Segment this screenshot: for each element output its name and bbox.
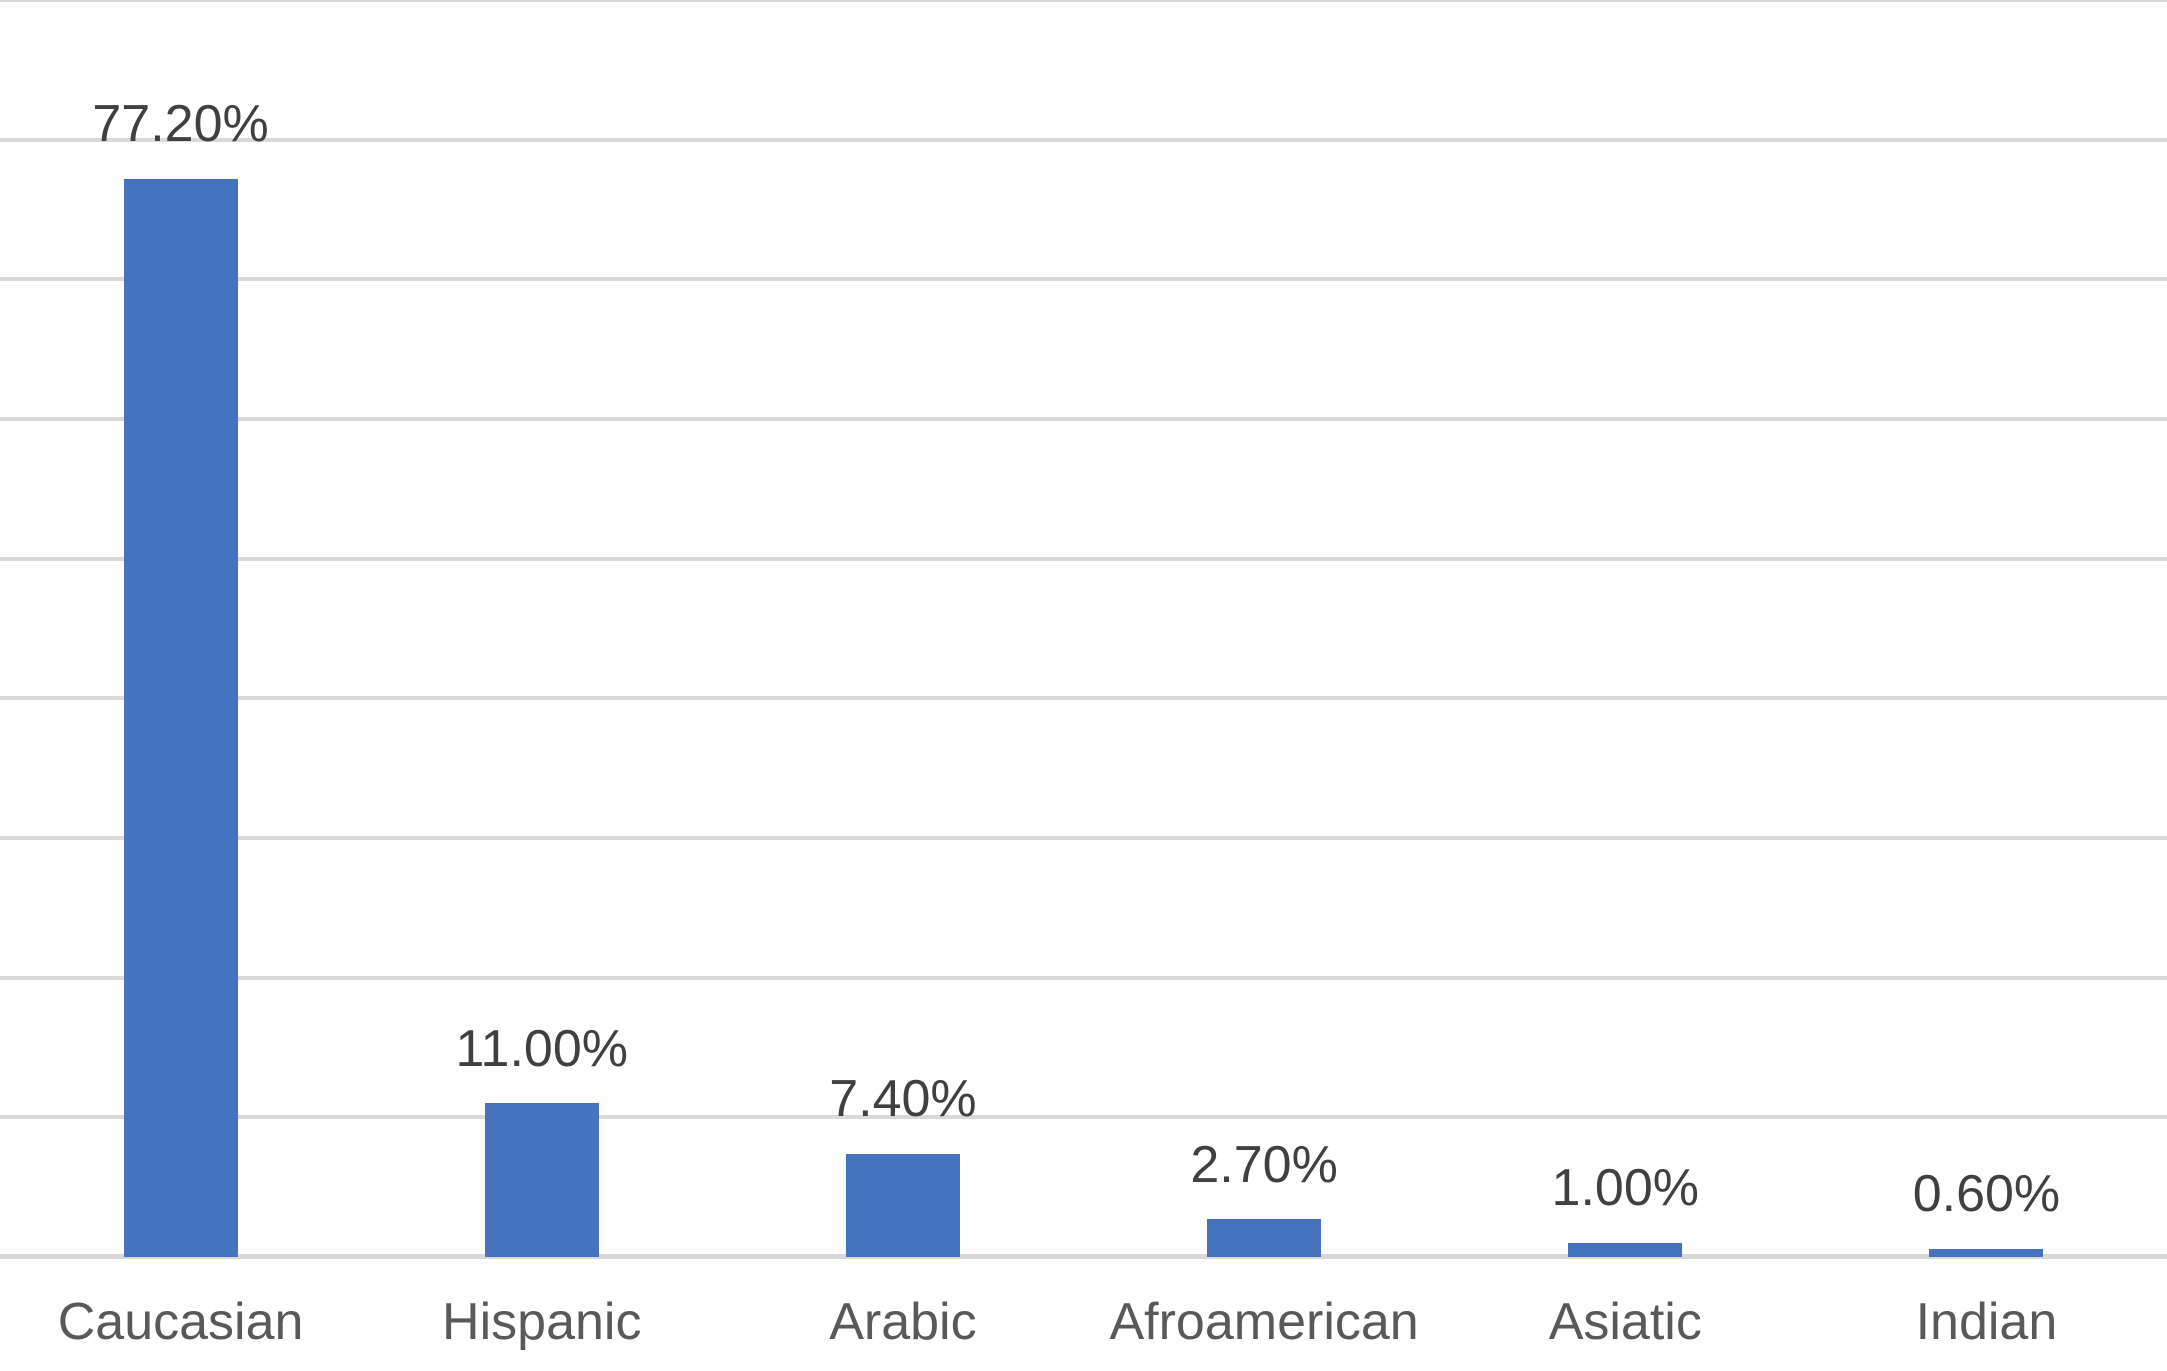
category-label: Afroamerican: [1109, 1293, 1419, 1351]
data-label: 7.40%: [829, 1069, 977, 1128]
x-axis-line: [0, 1254, 2167, 1259]
category-label: Caucasian: [57, 1293, 304, 1351]
category-label: Indian: [1915, 1293, 2058, 1351]
bar-group-asiatic: 1.00%: [1445, 0, 1806, 1257]
gridline: [0, 975, 2167, 980]
bar-group-arabic: 7.40%: [722, 0, 1083, 1257]
bar-columns: 77.20% 11.00% 7.40% 2.70% 1.00% 0.60%: [0, 0, 2167, 1257]
data-label: 0.60%: [1912, 1164, 2061, 1223]
gridline: [0, 277, 2167, 282]
category-axis: Caucasian Hispanic Arabic Afroamerican Asiat…: [0, 1257, 2167, 1371]
data-label: 1.00%: [1551, 1159, 1699, 1218]
gridline: [0, 696, 2167, 701]
bar: [484, 1103, 599, 1257]
gridline: [0, 137, 2167, 142]
bar-group-caucasian: 77.20%: [0, 0, 361, 1257]
category-label: Asiatic: [1548, 1293, 1702, 1351]
bar-group-afroamerican: 2.70%: [1084, 0, 1445, 1257]
gridline: [0, 556, 2167, 561]
bar-group-indian: 0.60%: [1806, 0, 2167, 1257]
bar: [123, 178, 238, 1257]
category-label: Arabic: [829, 1293, 977, 1351]
gridline: [0, 417, 2167, 421]
category-label: Hispanic: [442, 1293, 642, 1351]
gridline: [0, 0, 2167, 2]
bar: [1207, 1219, 1322, 1257]
bar: [1568, 1243, 1683, 1257]
data-label: 11.00%: [455, 1019, 629, 1078]
gridline: [0, 836, 2167, 840]
bar: [1929, 1248, 2044, 1257]
data-label: 2.70%: [1190, 1135, 1338, 1194]
bar-group-hispanic: 11.00%: [361, 0, 722, 1257]
plot-area: 77.20% 11.00% 7.40% 2.70% 1.00% 0.60%: [0, 0, 2167, 1259]
data-label: 77.20%: [92, 94, 269, 153]
bar: [845, 1153, 960, 1257]
gridline: [0, 1115, 2167, 1120]
